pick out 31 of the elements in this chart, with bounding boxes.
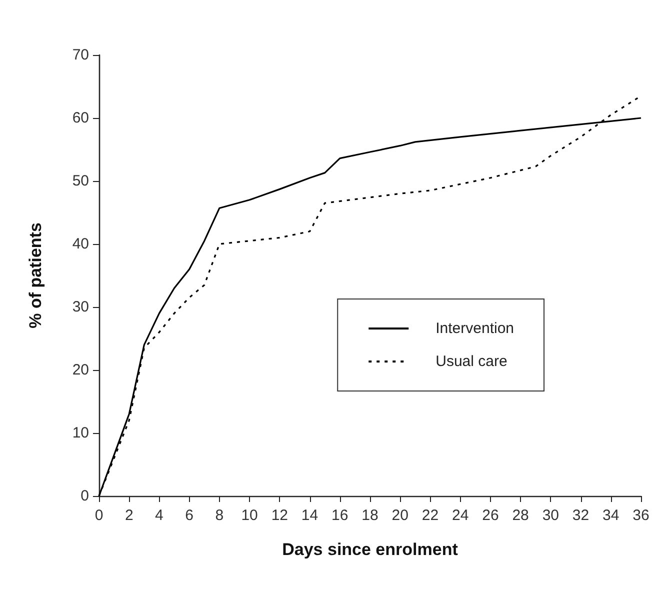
y-tick-label: 70: [72, 46, 89, 64]
x-tick-label: 22: [422, 507, 439, 524]
x-tick-label: 36: [632, 507, 650, 524]
x-tick-label: 34: [602, 507, 620, 524]
x-axis-title: Days since enrolment: [282, 540, 458, 559]
x-tick-label: 26: [482, 507, 499, 524]
y-tick-label: 0: [80, 488, 89, 504]
x-tick-label: 24: [452, 507, 469, 524]
y-tick-label: 30: [72, 298, 89, 316]
x-tick-label: 2: [124, 507, 134, 524]
y-tick-label: 10: [72, 424, 89, 442]
x-tick-label: 0: [94, 507, 104, 524]
x-tick-label: 4: [155, 507, 164, 524]
x-tick-label: 10: [241, 507, 258, 524]
legend-label: Usual care: [436, 353, 508, 370]
y-tick-label: 20: [72, 362, 89, 378]
y-axis-title: % of patients: [26, 222, 45, 328]
x-tick-label: 18: [362, 507, 378, 524]
legend-label: Intervention: [436, 320, 514, 337]
y-tick-label: 60: [72, 110, 89, 126]
y-tick-label: 40: [72, 236, 89, 252]
y-tick-label: 50: [72, 172, 89, 190]
x-tick-label: 12: [271, 507, 288, 524]
x-tick-label: 6: [185, 507, 194, 524]
x-tick-label: 20: [392, 507, 408, 524]
x-tick-label: 14: [301, 507, 318, 524]
x-tick-label: 30: [542, 507, 560, 524]
x-tick-label: 32: [572, 507, 590, 524]
x-tick-label: 8: [215, 507, 224, 524]
x-tick-label: 16: [332, 507, 348, 524]
x-tick-label: 28: [512, 507, 529, 524]
